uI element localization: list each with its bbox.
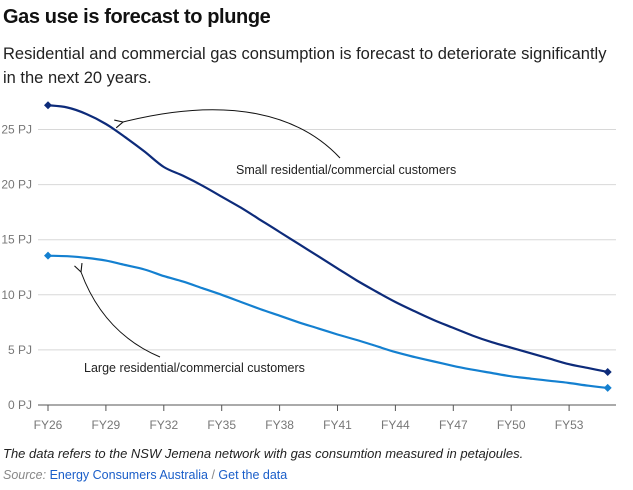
get-the-data-link[interactable]: Get the data xyxy=(218,468,288,482)
line-chart: 0 PJ 5 PJ 10 PJ 15 PJ 20 PJ 25 PJ FY26 FY29 FY3… xyxy=(1,101,616,432)
y-tick-label: 5 PJ xyxy=(8,343,32,357)
x-axis: FY26 FY29 FY32 FY35 FY38 FY41 FY44 FY47 FY50 FY53 xyxy=(34,404,616,432)
x-tick-label: FY26 xyxy=(34,418,63,432)
chart-title: Gas use is forecast to plunge xyxy=(3,6,271,28)
x-tick-label: FY53 xyxy=(555,418,584,432)
x-tick-label: FY38 xyxy=(265,418,294,432)
x-tick-label: FY41 xyxy=(323,418,352,432)
source-label: Source: xyxy=(3,468,47,482)
x-tick-label: FY44 xyxy=(381,418,410,432)
y-tick-label: 0 PJ xyxy=(8,398,32,412)
start-marker xyxy=(44,251,52,260)
end-marker xyxy=(603,367,612,376)
x-tick-label: FY29 xyxy=(92,418,121,432)
chart-note: The data refers to the NSW Jemena networ… xyxy=(3,446,524,461)
start-marker xyxy=(44,101,52,110)
x-tick-label: FY35 xyxy=(207,418,236,432)
annotation-label-small: Small residential/commercial customers xyxy=(236,163,456,177)
annotations: Small residential/commercial customers L… xyxy=(81,109,456,375)
source-link[interactable]: Energy Consumers Australia xyxy=(49,468,208,482)
x-tick-label: FY32 xyxy=(149,418,178,432)
chart-source: Source: Energy Consumers Australia / Get… xyxy=(3,468,287,482)
source-separator: / xyxy=(207,468,219,482)
y-tick-label: 20 PJ xyxy=(1,178,32,192)
end-marker xyxy=(603,383,612,392)
series-lines xyxy=(44,101,612,392)
y-tick-label: 10 PJ xyxy=(1,288,32,302)
series-line-small xyxy=(47,104,608,373)
series-line-large xyxy=(47,254,608,389)
chart-subtitle: Residential and commercial gas consumpti… xyxy=(3,45,607,87)
x-tick-label: FY47 xyxy=(439,418,468,432)
annotation-arrow-large xyxy=(81,272,161,358)
y-axis: 0 PJ 5 PJ 10 PJ 15 PJ 20 PJ 25 PJ xyxy=(1,123,32,413)
y-tick-label: 15 PJ xyxy=(1,233,32,247)
annotation-arrow-small xyxy=(123,109,341,159)
y-tick-label: 25 PJ xyxy=(1,123,32,137)
annotation-label-large: Large residential/commercial customers xyxy=(84,361,305,375)
x-tick-label: FY50 xyxy=(497,418,526,432)
